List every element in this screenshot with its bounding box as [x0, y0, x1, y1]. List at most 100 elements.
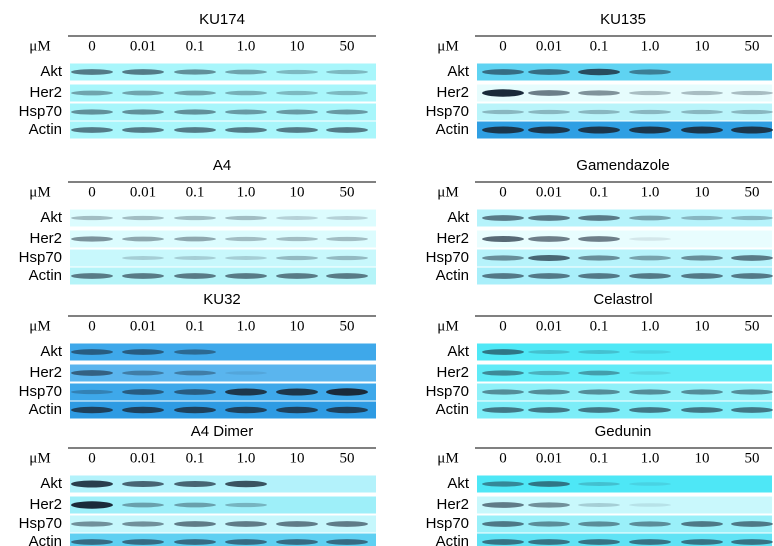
- band: [731, 255, 773, 261]
- panel-title: KU174: [199, 11, 245, 28]
- blot-strip: [70, 121, 376, 139]
- unit-label: μM: [437, 184, 458, 200]
- band: [71, 69, 113, 75]
- blot-strip: [477, 209, 772, 227]
- blot-strip: [477, 364, 772, 382]
- band: [629, 69, 671, 75]
- concentration: 1.0: [641, 38, 660, 54]
- band: [225, 388, 267, 396]
- band: [225, 521, 267, 527]
- band: [174, 215, 216, 221]
- band: [276, 216, 318, 220]
- concentration: 0.1: [186, 38, 205, 54]
- panel-title: Celastrol: [593, 291, 652, 308]
- band: [578, 273, 620, 279]
- band: [71, 273, 113, 279]
- blot-strip: [70, 267, 376, 285]
- band: [326, 109, 368, 115]
- band: [681, 273, 723, 279]
- band: [482, 539, 524, 545]
- panel-title: A4 Dimer: [191, 423, 254, 440]
- band: [174, 406, 216, 414]
- band: [681, 126, 723, 134]
- band: [731, 521, 773, 527]
- band: [731, 215, 773, 221]
- row-label: Actin: [29, 401, 62, 418]
- band: [482, 89, 524, 97]
- blot-strip: [70, 209, 376, 227]
- band: [578, 90, 620, 96]
- band: [528, 254, 570, 262]
- band: [225, 539, 267, 545]
- blot-strip: [477, 496, 772, 514]
- band: [629, 350, 671, 354]
- band: [629, 521, 671, 527]
- band: [681, 539, 723, 545]
- blot-strip: [70, 533, 376, 546]
- row-label: Her2: [29, 230, 62, 247]
- band: [578, 370, 620, 376]
- blot-strip: [477, 383, 772, 401]
- band: [731, 389, 773, 395]
- row-label: Akt: [40, 475, 63, 492]
- concentration: 0.1: [590, 318, 609, 334]
- band: [225, 502, 267, 508]
- blot-strip: [477, 103, 772, 121]
- band: [681, 407, 723, 413]
- concentration: 10: [290, 450, 305, 466]
- band: [122, 236, 164, 242]
- band: [71, 236, 113, 242]
- band: [578, 215, 620, 221]
- band: [326, 236, 368, 242]
- row-label: Hsp70: [426, 103, 469, 120]
- concentration: 0.01: [536, 318, 562, 334]
- band: [122, 256, 164, 260]
- band: [731, 109, 773, 115]
- concentration: 50: [340, 184, 355, 200]
- band: [578, 389, 620, 395]
- band: [528, 126, 570, 134]
- row-label: Akt: [40, 209, 63, 226]
- band: [681, 90, 723, 96]
- band: [528, 539, 570, 545]
- band: [326, 388, 368, 396]
- row-label: Hsp70: [19, 383, 62, 400]
- concentration: 1.0: [237, 184, 256, 200]
- band: [629, 407, 671, 413]
- concentration: 0: [88, 450, 96, 466]
- band: [482, 273, 524, 279]
- band: [326, 521, 368, 527]
- band: [578, 482, 620, 486]
- band: [276, 521, 318, 527]
- row-label: Actin: [436, 533, 469, 546]
- band: [71, 539, 113, 545]
- blot-strip: [70, 364, 376, 382]
- band: [528, 407, 570, 413]
- band: [174, 370, 216, 376]
- band: [122, 349, 164, 355]
- row-label: Actin: [436, 267, 469, 284]
- band: [629, 482, 671, 486]
- row-label: Hsp70: [19, 515, 62, 532]
- band: [71, 90, 113, 96]
- band: [122, 406, 164, 414]
- band: [326, 255, 368, 261]
- band: [629, 237, 671, 241]
- band: [71, 349, 113, 355]
- band: [578, 407, 620, 413]
- band: [276, 127, 318, 133]
- band: [276, 236, 318, 242]
- band: [71, 521, 113, 527]
- unit-label: μM: [29, 450, 50, 466]
- concentration: 50: [340, 38, 355, 54]
- concentration: 0.01: [536, 184, 562, 200]
- unit-label: μM: [29, 38, 50, 54]
- band: [578, 350, 620, 354]
- concentration: 10: [290, 318, 305, 334]
- band: [629, 126, 671, 134]
- band: [629, 90, 671, 96]
- band: [528, 236, 570, 242]
- row-label: Her2: [29, 84, 62, 101]
- band: [681, 109, 723, 115]
- row-label: Akt: [40, 63, 63, 80]
